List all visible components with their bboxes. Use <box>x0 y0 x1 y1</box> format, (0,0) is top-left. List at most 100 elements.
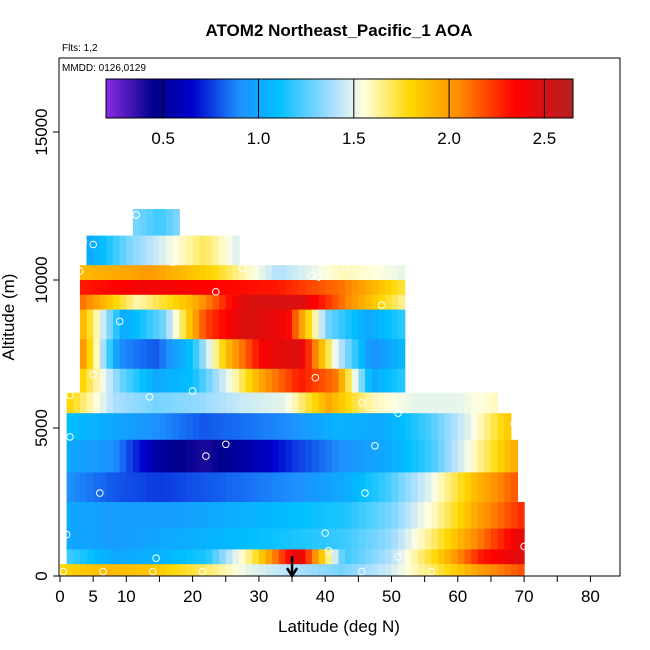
heatmap-cell <box>384 472 393 503</box>
heatmap-cell <box>166 339 174 370</box>
heatmap-cell <box>358 439 366 473</box>
heatmap-cell <box>384 392 393 414</box>
heatmap-cell <box>292 309 300 340</box>
heatmap-cell <box>437 564 446 576</box>
heatmap-cell <box>278 339 286 370</box>
sample-point <box>321 529 330 537</box>
sample-point <box>168 258 177 267</box>
heatmap-cell <box>411 502 419 530</box>
heatmap-cell <box>311 439 320 473</box>
heatmap-cell <box>205 472 214 503</box>
heatmap-cell <box>311 472 320 503</box>
heatmap-cell <box>398 472 406 503</box>
heatmap-cell <box>186 564 194 576</box>
heatmap-cell <box>278 549 286 565</box>
heatmap-cell <box>305 392 313 414</box>
heatmap-cell <box>497 564 505 576</box>
heatmap-cell <box>418 528 426 550</box>
heatmap-cell <box>192 549 200 565</box>
heatmap-cell <box>186 439 194 473</box>
heatmap-cell <box>239 413 247 441</box>
heatmap-cell <box>258 294 267 311</box>
heatmap-cell <box>471 564 479 576</box>
sample-point <box>66 391 74 400</box>
heatmap-cell <box>411 439 419 473</box>
heatmap-cell <box>79 472 88 503</box>
sample-point <box>324 547 333 555</box>
heatmap-cell <box>139 439 147 473</box>
sample-point <box>149 567 157 576</box>
heatmap-cell <box>311 265 320 281</box>
heatmap-cell <box>272 502 280 530</box>
heatmap-cell <box>398 564 406 576</box>
heatmap-cell <box>338 564 346 576</box>
heatmap-cell <box>146 413 154 441</box>
heatmap-cell <box>311 392 320 414</box>
heatmap-cell <box>106 235 114 266</box>
heatmap-cell <box>119 564 127 576</box>
heatmap-cell <box>384 502 393 530</box>
heatmap-cell <box>106 368 114 394</box>
heatmap-cell <box>278 280 286 296</box>
heatmap-cell <box>298 413 306 441</box>
heatmap-cell <box>325 392 333 414</box>
sample-point <box>311 373 320 382</box>
heatmap-cell <box>66 392 74 414</box>
heatmap-cell <box>431 528 439 550</box>
heatmap-cell <box>292 502 300 530</box>
heatmap-cell <box>152 209 160 237</box>
heatmap-cell <box>325 265 333 281</box>
heatmap-cell <box>365 392 373 414</box>
heatmap-cell <box>159 528 167 550</box>
heatmap-cell <box>199 235 207 266</box>
heatmap-cell <box>258 339 267 370</box>
heatmap-cell <box>484 413 492 441</box>
heatmap-cell <box>132 549 141 565</box>
heatmap-cell <box>212 294 220 311</box>
heatmap-cell <box>212 392 220 414</box>
heatmap-cell <box>457 549 465 565</box>
heatmap-cell <box>424 528 432 550</box>
heatmap-cell <box>186 309 194 340</box>
heatmap-cell <box>411 413 419 441</box>
heatmap-cell <box>79 528 88 550</box>
heatmap-cell <box>126 339 134 370</box>
heatmap-cell <box>79 564 88 576</box>
heatmap-cell <box>239 472 247 503</box>
heatmap-cell <box>205 392 214 414</box>
heatmap-cell <box>378 472 386 503</box>
heatmap-cell <box>172 309 180 340</box>
heatmap-cell <box>398 392 406 414</box>
heatmap-cell <box>126 472 134 503</box>
heatmap-cell <box>66 502 74 530</box>
heatmap-cell <box>272 413 280 441</box>
heatmap-cell <box>119 368 127 394</box>
heatmap-cell <box>205 339 214 370</box>
heatmap-cell <box>365 265 373 281</box>
heatmap-cell <box>199 294 207 311</box>
heatmap-cell <box>471 392 479 414</box>
heatmap-cell <box>464 439 472 473</box>
heatmap-cell <box>79 413 88 441</box>
heatmap-cell <box>258 413 267 441</box>
heatmap-cell <box>245 392 253 414</box>
heatmap-cell <box>93 439 101 473</box>
heatmap-cell <box>86 549 94 565</box>
heatmap-cell <box>318 339 326 370</box>
heatmap-cell <box>431 439 439 473</box>
heatmap-cell <box>239 392 247 414</box>
heatmap-cell <box>384 309 393 340</box>
heatmap-cell <box>424 439 432 473</box>
heatmap-cell <box>351 549 359 565</box>
heatmap-cell <box>93 339 101 370</box>
heatmap-cell <box>139 392 147 414</box>
heatmap-cell <box>292 472 300 503</box>
heatmap-cell <box>365 502 373 530</box>
heatmap-cell <box>66 549 74 565</box>
heatmap-cell <box>358 549 366 565</box>
heatmap-cell <box>119 339 127 370</box>
heatmap-cell <box>199 472 207 503</box>
heatmap-cell <box>159 439 167 473</box>
heatmap-cell <box>172 294 180 311</box>
heatmap-cell <box>232 472 240 503</box>
